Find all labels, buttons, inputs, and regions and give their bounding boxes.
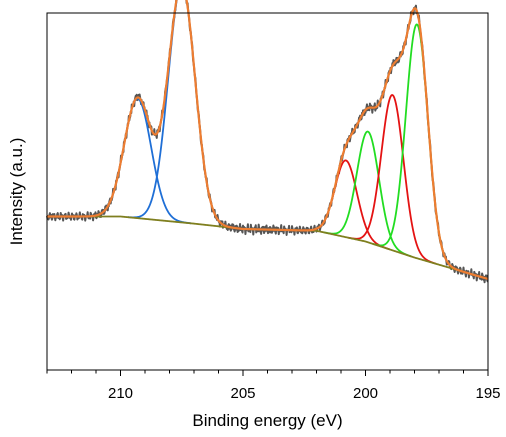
curves-layer bbox=[46, 0, 489, 284]
plot-area bbox=[47, 13, 488, 370]
plot-frame bbox=[46, 12, 489, 371]
component-peak-4-green bbox=[323, 130, 412, 258]
ticks-layer: 210 205 200 195 bbox=[46, 370, 501, 402]
x-tick-label: 195 bbox=[475, 385, 500, 402]
x-tick-label: 205 bbox=[230, 385, 255, 402]
x-tick-label: 210 bbox=[108, 385, 133, 402]
component-peak-5-red bbox=[347, 94, 437, 265]
x-tick-label: 200 bbox=[353, 385, 378, 402]
y-axis-title: Intensity (a.u.) bbox=[7, 138, 26, 246]
fit-envelope-line bbox=[46, 0, 489, 281]
x-axis-title: Binding energy (eV) bbox=[192, 411, 342, 430]
